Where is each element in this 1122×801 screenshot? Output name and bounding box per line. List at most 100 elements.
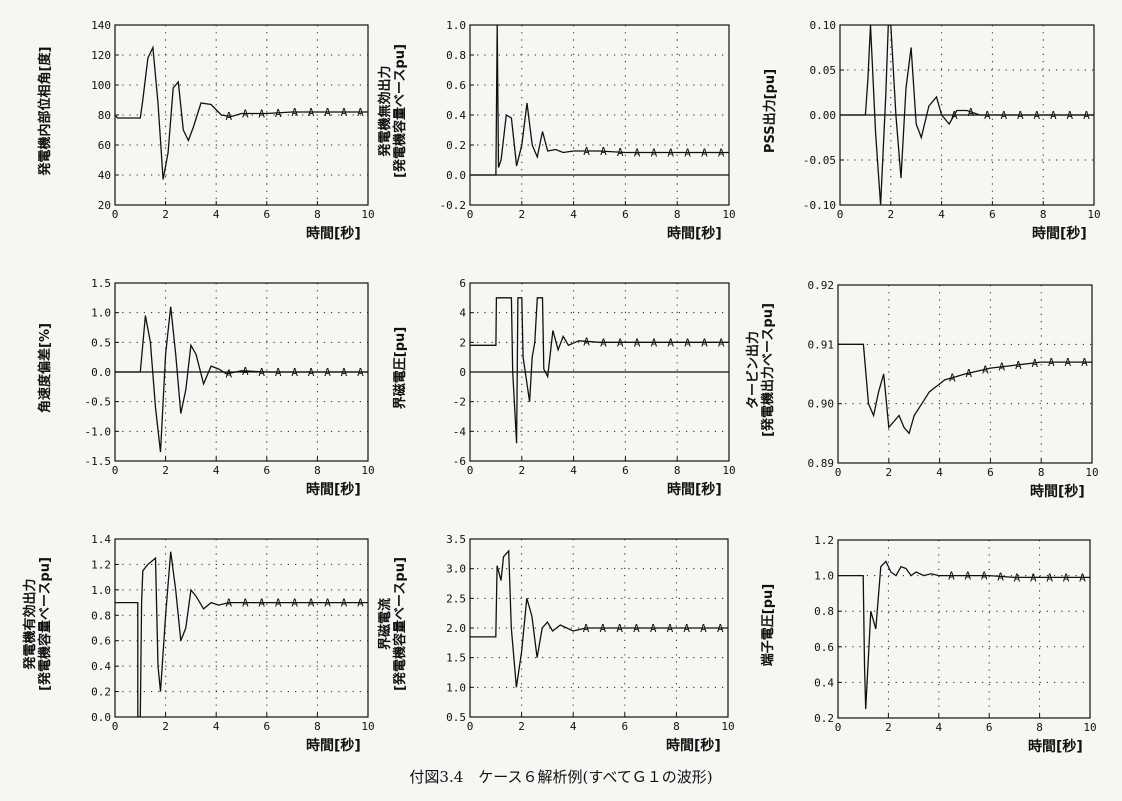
y-tick-label: -0.2 [440, 199, 467, 212]
y-tick-label: 1.0 [91, 307, 111, 320]
x-tick-label: 6 [263, 720, 270, 733]
series-line [470, 549, 728, 688]
series-line [115, 306, 368, 453]
y-axis-label: 端子電圧[pu] [761, 583, 776, 667]
y-tick-label: 0.4 [91, 660, 111, 673]
x-tick-label: 8 [314, 720, 321, 733]
x-tick-label: 6 [987, 466, 994, 479]
series-marker: A [701, 147, 708, 160]
x-tick-label: 0 [112, 208, 119, 221]
y-tick-label: 0.6 [446, 79, 466, 92]
x-tick-label: 6 [622, 464, 629, 477]
series-marker: A [275, 597, 282, 610]
x-tick-label: 10 [361, 464, 374, 477]
x-tick-label: 2 [162, 208, 169, 221]
y-tick-label: 0.4 [446, 109, 466, 122]
series-marker: A [651, 336, 658, 349]
y-tick-label: 1.0 [814, 570, 834, 583]
x-tick-label: 6 [621, 720, 628, 733]
series-marker: A [616, 622, 623, 635]
y-tick-label: 0 [459, 366, 466, 379]
series-marker: A [357, 106, 364, 119]
y-tick-label: 40 [98, 169, 111, 182]
x-tick-label: 4 [935, 721, 942, 734]
x-tick-label: 8 [1040, 208, 1047, 221]
series-line [838, 560, 1090, 710]
x-tick-label: 0 [112, 720, 119, 733]
figure-caption: 付図3.4 ケース６解析例(すべてＧ１の波形) [409, 768, 713, 786]
x-tick-label: 8 [1038, 466, 1045, 479]
plot-frame [837, 539, 1091, 719]
x-tick-label: 4 [570, 464, 577, 477]
chart-panel-3: 0 2 4 6 8 10 -0.10 -0.05 0.00 0.05 0.10 A A A A A A A A A [780, 15, 1114, 245]
series-marker: A [242, 108, 249, 121]
x-tick-label: 6 [263, 208, 270, 221]
y-tick-label: 0.0 [446, 169, 466, 182]
y-tick-label: 0.2 [814, 712, 834, 725]
series-marker: A [600, 622, 607, 635]
series-marker: A [997, 570, 1004, 583]
y-tick-label: 0.92 [808, 279, 835, 292]
plot-frame [114, 538, 369, 718]
x-axis-label: 時間[秒] [1030, 484, 1085, 500]
series-marker: A [1063, 571, 1070, 584]
series-marker: A [258, 108, 265, 121]
y-tick-label: 0.8 [446, 49, 466, 62]
series-marker: A [1034, 109, 1041, 122]
series-marker: A [583, 145, 590, 158]
series-marker: A [258, 366, 265, 379]
series-marker: A [667, 336, 674, 349]
series-marker: A [291, 597, 298, 610]
y-tick-label: 2 [459, 336, 466, 349]
x-tick-label: 4 [938, 208, 945, 221]
series-marker: A [1032, 357, 1039, 370]
chart-panel-6: 0 2 4 6 8 10 0.89 0.90 0.91 0.92 A A A A A A A A A [778, 275, 1112, 503]
chart-svg: 0 2 4 6 8 100.00.20.40.60.81.01.21.4A A A A A A A A A [91, 533, 375, 733]
series-marker: A [634, 147, 641, 160]
x-tick-label: 10 [1085, 466, 1098, 479]
y-tick-label: 20 [98, 199, 111, 212]
y-tick-label: 0.10 [810, 19, 837, 32]
y-tick-label: 1.2 [814, 534, 834, 547]
series-marker: A [684, 336, 691, 349]
series-marker: A [583, 622, 590, 635]
series-marker: A [651, 147, 658, 160]
x-tick-label: 0 [112, 464, 119, 477]
y-axis-label: 発電機有効出力 [発電機容量ベースpu] [23, 557, 53, 691]
x-tick-label: 8 [314, 464, 321, 477]
chart-svg: 0 2 4 6 8 100.890.900.910.92A A A A A A A A A [808, 279, 1099, 479]
chart-panel-7: 0 2 4 6 8 10 0.0 0.2 0.4 0.6 0.8 1.0 1.2 1.4 A A A A A A A A A [55, 529, 388, 757]
series-marker: A [1014, 571, 1021, 584]
chart-panel-8: 0 2 4 6 8 10 0.5 1.0 1.5 2.0 2.5 3.0 3.5 A A A A A A A A A [410, 529, 748, 757]
series-marker: A [1065, 356, 1072, 369]
y-tick-label: -2 [453, 396, 466, 409]
y-tick-label: 0.5 [91, 336, 111, 349]
series-marker: A [667, 622, 674, 635]
series-marker: A [1083, 109, 1090, 122]
series-marker: A [634, 336, 641, 349]
series-marker: A [291, 106, 298, 119]
x-axis-label: 時間[秒] [1032, 226, 1087, 242]
y-tick-label: 1.5 [446, 652, 466, 665]
x-tick-label: 10 [1083, 721, 1096, 734]
x-tick-label: 2 [885, 721, 892, 734]
y-tick-label: 0.2 [91, 686, 111, 699]
y-tick-label: 1.5 [91, 277, 111, 290]
y-tick-label: 0.91 [808, 338, 835, 351]
y-tick-label: 0.4 [814, 676, 834, 689]
series-marker: A [949, 372, 956, 385]
y-tick-label: 3.5 [446, 533, 466, 546]
series-marker: A [600, 145, 607, 158]
series-marker: A [357, 366, 364, 379]
chart-svg: 0 2 4 6 8 10-1.5-1.0-0.50.00.51.01.5A A A A A A A A A [85, 277, 375, 477]
y-tick-label: -1.5 [85, 455, 112, 468]
y-tick-label: -4 [453, 425, 467, 438]
series-marker: A [226, 110, 233, 123]
series-marker: A [617, 146, 624, 159]
y-tick-label: 0.2 [446, 139, 466, 152]
series-marker: A [1050, 109, 1057, 122]
y-tick-label: -1.0 [85, 425, 112, 438]
plot-frame [837, 284, 1093, 464]
